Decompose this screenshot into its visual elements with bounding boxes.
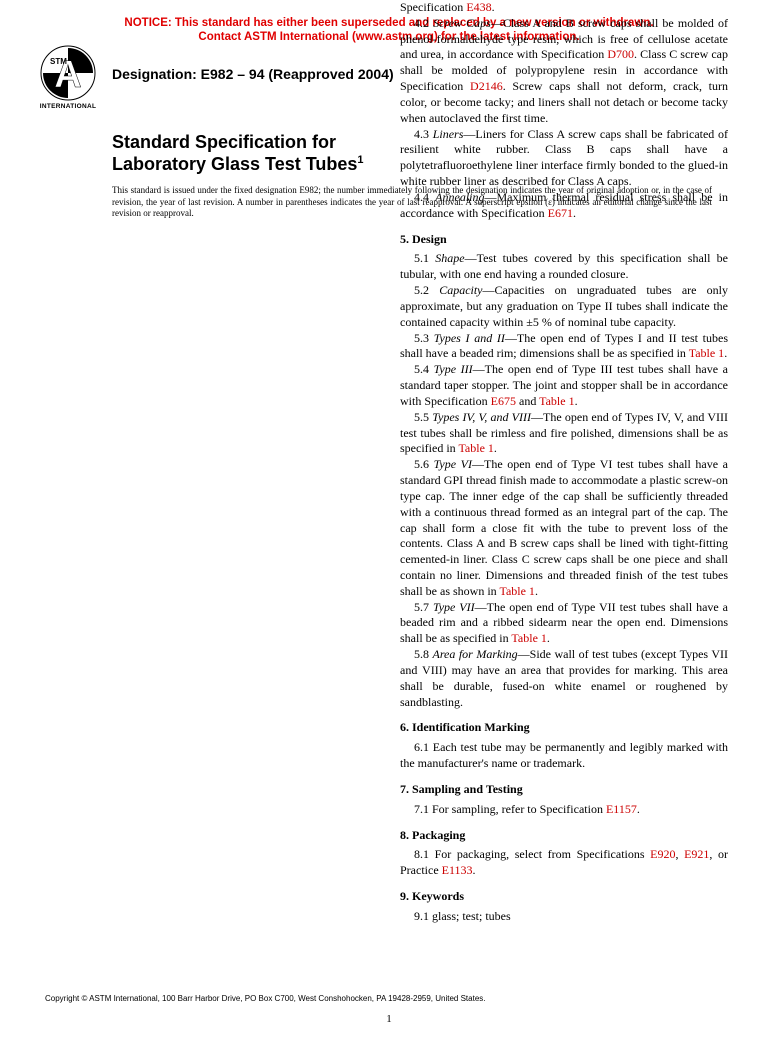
standard-title: Standard Specification for Laboratory Gl… (112, 132, 412, 176)
para-4-4: 4.4 Annealing—Maximum thermal residual s… (400, 190, 728, 222)
para-7-1: 7.1 For sampling, refer to Specification… (400, 802, 728, 818)
para-5-6: 5.6 Type VI—The open end of Type VI test… (400, 457, 728, 599)
designation: Designation: E982 – 94 (Reapproved 2004) (112, 66, 394, 82)
link-table1-d[interactable]: Table 1 (499, 584, 534, 598)
para-5-2: 5.2 Capacity—Capacities on ungraduated t… (400, 283, 728, 330)
title-line-2: Laboratory Glass Test Tubes (112, 154, 357, 174)
link-table1-a[interactable]: Table 1 (689, 346, 724, 360)
svg-text:STM: STM (50, 57, 67, 66)
para-8-1: 8.1 For packaging, select from Specifica… (400, 847, 728, 879)
para-4-2: 4.2 Screw Caps—Class A and B screw caps … (400, 16, 728, 127)
link-E921[interactable]: E921 (684, 847, 709, 861)
para-5-5: 5.5 Types IV, V, and VIII—The open end o… (400, 410, 728, 457)
para-6-1: 6.1 Each test tube may be permanently an… (400, 740, 728, 772)
link-E671[interactable]: E671 (548, 206, 573, 220)
copyright-line: Copyright © ASTM International, 100 Barr… (45, 994, 486, 1003)
para-5-7: 5.7 Type VII—The open end of Type VII te… (400, 600, 728, 647)
section-9-heading: 9. Keywords (400, 889, 728, 905)
link-table1-e[interactable]: Table 1 (511, 631, 546, 645)
astm-logo-text: INTERNATIONAL (38, 103, 98, 110)
link-E920[interactable]: E920 (650, 847, 675, 861)
para-9-1: 9.1 glass; test; tubes (400, 909, 728, 925)
para-4-1-tail: Specification E438. (400, 0, 728, 16)
para-5-3: 5.3 Types I and II—The open end of Types… (400, 331, 728, 363)
page-number: 1 (0, 1013, 778, 1025)
astm-logo-icon: A STM (40, 45, 96, 101)
link-E1133[interactable]: E1133 (442, 863, 473, 877)
link-E1157[interactable]: E1157 (606, 802, 637, 816)
link-E675[interactable]: E675 (491, 394, 516, 408)
section-7-heading: 7. Sampling and Testing (400, 782, 728, 798)
link-E438[interactable]: E438 (466, 0, 491, 14)
link-table1-b[interactable]: Table 1 (539, 394, 574, 408)
section-6-heading: 6. Identification Marking (400, 720, 728, 736)
link-table1-c[interactable]: Table 1 (458, 441, 493, 455)
link-D700[interactable]: D700 (607, 47, 634, 61)
right-column: Specification E438. 4.2 Screw Caps—Class… (400, 0, 728, 925)
section-8-heading: 8. Packaging (400, 828, 728, 844)
title-line-1: Standard Specification for (112, 132, 336, 152)
section-5-heading: 5. Design (400, 232, 728, 248)
para-5-8: 5.8 Area for Marking—Side wall of test t… (400, 647, 728, 710)
para-4-3: 4.3 Liners—Liners for Class A screw caps… (400, 127, 728, 190)
link-D2146[interactable]: D2146 (470, 79, 503, 93)
document-page: NOTICE: This standard has either been su… (0, 0, 778, 1041)
astm-logo: A STM INTERNATIONAL (38, 45, 98, 110)
title-footnote-ref: 1 (357, 154, 363, 166)
para-5-4: 5.4 Type III—The open end of Type III te… (400, 362, 728, 409)
para-5-1: 5.1 Shape—Test tubes covered by this spe… (400, 251, 728, 283)
